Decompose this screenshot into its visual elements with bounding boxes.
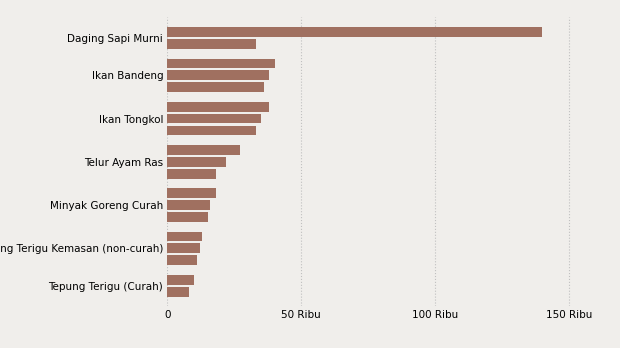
Bar <box>167 70 269 80</box>
Bar <box>167 157 226 167</box>
Bar <box>167 287 189 296</box>
Bar <box>167 200 210 210</box>
Bar <box>167 102 269 111</box>
Bar <box>167 126 256 135</box>
Bar <box>167 275 194 285</box>
Bar <box>167 169 216 179</box>
Bar <box>167 39 256 49</box>
Bar <box>167 232 202 241</box>
Bar <box>167 255 197 265</box>
Bar <box>167 188 216 198</box>
Bar <box>167 27 542 37</box>
Bar <box>167 82 264 92</box>
Bar <box>167 114 261 124</box>
Bar <box>167 212 208 222</box>
Bar <box>167 244 200 253</box>
Bar <box>167 58 275 68</box>
Bar <box>167 145 240 155</box>
